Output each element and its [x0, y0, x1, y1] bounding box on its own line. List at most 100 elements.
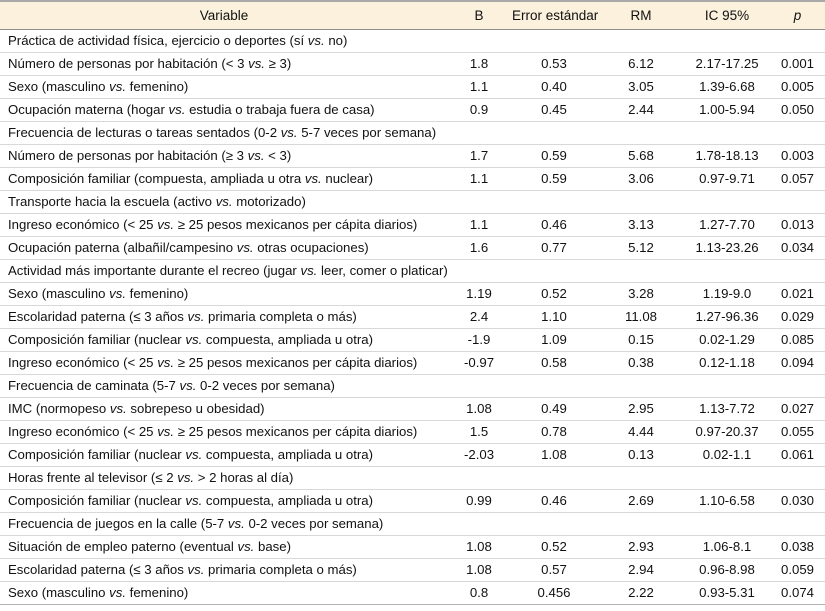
- p-value-cell: 0.038: [770, 535, 825, 559]
- standard-error-cell: 0.46: [510, 213, 598, 237]
- section-row: Frecuencia de lecturas o tareas sentados…: [0, 121, 825, 145]
- ic95-cell: 1.13-23.26: [684, 236, 770, 260]
- section-row: Transporte hacia la escuela (activo vs. …: [0, 190, 825, 214]
- rm-cell: 3.13: [598, 213, 684, 237]
- rm-cell: 0.15: [598, 328, 684, 352]
- ic95-cell: 0.97-9.71: [684, 167, 770, 191]
- p-value-cell: 0.085: [770, 328, 825, 352]
- standard-error-cell: 0.58: [510, 351, 598, 375]
- table-row: Ingreso económico (< 25 vs. ≥ 25 pesos m…: [0, 420, 825, 444]
- standard-error-cell: 0.49: [510, 397, 598, 421]
- p-value-cell: 0.094: [770, 351, 825, 375]
- rm-cell: 4.44: [598, 420, 684, 444]
- ic95-cell: 1.27-96.36: [684, 305, 770, 329]
- section-row: Frecuencia de juegos en la calle (5-7 vs…: [0, 512, 825, 536]
- column-header-ic95: IC 95%: [684, 1, 770, 30]
- table-row: Ocupación materna (hogar vs. estudia o t…: [0, 98, 825, 122]
- standard-error-cell: 1.10: [510, 305, 598, 329]
- standard-error-cell: 0.78: [510, 420, 598, 444]
- section-row: Actividad más importante durante el recr…: [0, 259, 825, 283]
- b-value-cell: 1.5: [448, 420, 510, 444]
- standard-error-cell: 0.77: [510, 236, 598, 260]
- b-value-cell: 1.6: [448, 236, 510, 260]
- rm-cell: 2.69: [598, 489, 684, 513]
- variable-cell: Ingreso económico (< 25 vs. ≥ 25 pesos m…: [0, 351, 448, 375]
- p-value-cell: 0.005: [770, 75, 825, 99]
- standard-error-cell: 0.59: [510, 144, 598, 168]
- rm-cell: 2.93: [598, 535, 684, 559]
- variable-cell: Ocupación materna (hogar vs. estudia o t…: [0, 98, 448, 122]
- table-row: Ocupación paterna (albañil/campesino vs.…: [0, 236, 825, 260]
- ic95-cell: 1.00-5.94: [684, 98, 770, 122]
- section-title-cell: Frecuencia de juegos en la calle (5-7 vs…: [0, 512, 825, 536]
- b-value-cell: 1.8: [448, 52, 510, 76]
- standard-error-cell: 0.52: [510, 535, 598, 559]
- section-row: Práctica de actividad física, ejercicio …: [0, 29, 825, 53]
- ic95-cell: 1.10-6.58: [684, 489, 770, 513]
- table-row: Sexo (masculino vs. femenino) 0.8 0.456 …: [0, 581, 825, 605]
- b-value-cell: 1.19: [448, 282, 510, 306]
- p-value-cell: 0.074: [770, 581, 825, 605]
- ic95-cell: 0.93-5.31: [684, 581, 770, 605]
- rm-cell: 2.94: [598, 558, 684, 582]
- p-value-cell: 0.059: [770, 558, 825, 582]
- section-title-cell: Actividad más importante durante el recr…: [0, 259, 825, 283]
- b-value-cell: -2.03: [448, 443, 510, 467]
- variable-cell: Número de personas por habitación (≥ 3 v…: [0, 144, 448, 168]
- table-row: Sexo (masculino vs. femenino) 1.1 0.40 3…: [0, 75, 825, 99]
- b-value-cell: 1.1: [448, 167, 510, 191]
- table-row: Escolaridad paterna (≤ 3 años vs. primar…: [0, 305, 825, 329]
- p-value-cell: 0.029: [770, 305, 825, 329]
- standard-error-cell: 1.08: [510, 443, 598, 467]
- variable-cell: Sexo (masculino vs. femenino): [0, 282, 448, 306]
- p-value-cell: 0.013: [770, 213, 825, 237]
- p-value-cell: 0.001: [770, 52, 825, 76]
- rm-cell: 6.12: [598, 52, 684, 76]
- b-value-cell: 0.8: [448, 581, 510, 605]
- ic95-cell: 0.12-1.18: [684, 351, 770, 375]
- section-row: Horas frente al televisor (≤ 2 vs. > 2 h…: [0, 466, 825, 490]
- b-value-cell: 1.7: [448, 144, 510, 168]
- rm-cell: 11.08: [598, 305, 684, 329]
- b-value-cell: -0.97: [448, 351, 510, 375]
- b-value-cell: 1.08: [448, 558, 510, 582]
- variable-cell: Composición familiar (compuesta, ampliad…: [0, 167, 448, 191]
- standard-error-cell: 0.57: [510, 558, 598, 582]
- rm-cell: 5.68: [598, 144, 684, 168]
- table-row: Composición familiar (nuclear vs. compue…: [0, 489, 825, 513]
- table-row: Ingreso económico (< 25 vs. ≥ 25 pesos m…: [0, 213, 825, 237]
- table-row: Composición familiar (nuclear vs. compue…: [0, 328, 825, 352]
- table-header: Variable B Error estándar RM IC 95% p: [0, 1, 825, 30]
- b-value-cell: 1.08: [448, 535, 510, 559]
- p-value-cell: 0.021: [770, 282, 825, 306]
- rm-cell: 3.06: [598, 167, 684, 191]
- rm-cell: 5.12: [598, 236, 684, 260]
- rm-cell: 2.44: [598, 98, 684, 122]
- rm-cell: 0.13: [598, 443, 684, 467]
- table-row: Escolaridad paterna (≤ 3 años vs. primar…: [0, 558, 825, 582]
- ic95-cell: 1.27-7.70: [684, 213, 770, 237]
- p-value-cell: 0.050: [770, 98, 825, 122]
- p-value-cell: 0.034: [770, 236, 825, 260]
- variable-cell: Composición familiar (nuclear vs. compue…: [0, 443, 448, 467]
- table-row: IMC (normopeso vs. sobrepeso u obesidad)…: [0, 397, 825, 421]
- variable-cell: Ocupación paterna (albañil/campesino vs.…: [0, 236, 448, 260]
- ic95-cell: 0.96-8.98: [684, 558, 770, 582]
- column-header-rm: RM: [598, 1, 684, 30]
- section-title-cell: Transporte hacia la escuela (activo vs. …: [0, 190, 825, 214]
- header-row: Variable B Error estándar RM IC 95% p: [0, 1, 825, 30]
- standard-error-cell: 0.53: [510, 52, 598, 76]
- rm-cell: 3.05: [598, 75, 684, 99]
- b-value-cell: -1.9: [448, 328, 510, 352]
- variable-cell: Escolaridad paterna (≤ 3 años vs. primar…: [0, 305, 448, 329]
- variable-cell: Situación de empleo paterno (eventual vs…: [0, 535, 448, 559]
- section-title-cell: Frecuencia de caminata (5-7 vs. 0-2 vece…: [0, 374, 825, 398]
- standard-error-cell: 0.46: [510, 489, 598, 513]
- rm-cell: 3.28: [598, 282, 684, 306]
- p-value-cell: 0.027: [770, 397, 825, 421]
- column-header-variable: Variable: [0, 1, 448, 30]
- rm-cell: 2.95: [598, 397, 684, 421]
- variable-cell: Sexo (masculino vs. femenino): [0, 75, 448, 99]
- table-row: Sexo (masculino vs. femenino) 1.19 0.52 …: [0, 282, 825, 306]
- section-title-cell: Práctica de actividad física, ejercicio …: [0, 29, 825, 53]
